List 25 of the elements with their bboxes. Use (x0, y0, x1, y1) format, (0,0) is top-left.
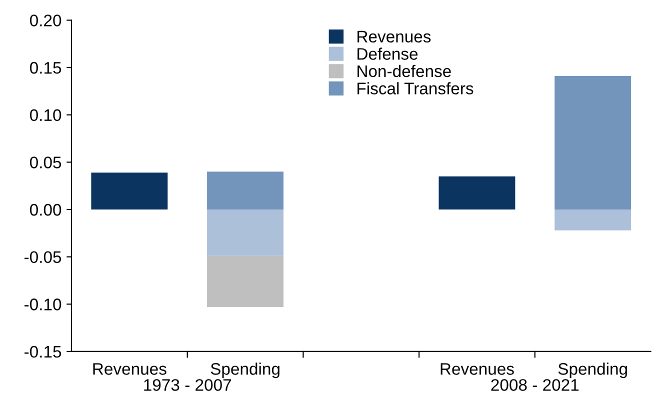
y-tick-label: -0.15 (24, 346, 62, 358)
y-tick-label: 0.05 (30, 156, 62, 168)
bar (207, 172, 284, 210)
legend-label: Defense (358, 48, 418, 60)
bar (207, 256, 284, 307)
x-tick-label: Spending (210, 362, 280, 378)
y-tick-label: -0.05 (24, 251, 62, 264)
bar (554, 210, 632, 230)
y-tick-label: 0.15 (30, 62, 62, 74)
x-tick-label: Spending (558, 362, 627, 378)
y-tick-label: 0.20 (30, 14, 62, 26)
bar (554, 76, 632, 210)
x-tick-label: Revenues (440, 363, 514, 375)
bar (438, 176, 516, 210)
y-tick-label: -0.10 (24, 298, 62, 310)
bar (91, 172, 168, 210)
legend-label: Non-defense (358, 64, 451, 78)
bar (207, 210, 284, 256)
text: 2008 - 2021 (491, 379, 579, 391)
legend-label: Revenues (358, 30, 431, 43)
y-tick-label: 0.10 (30, 109, 62, 122)
text: 1973 - 2007 (144, 379, 231, 391)
y-tick-label: 0.00 (30, 204, 62, 216)
x-tick-label: Revenues (93, 363, 166, 375)
legend-label: Fiscal Transfers (358, 82, 474, 94)
